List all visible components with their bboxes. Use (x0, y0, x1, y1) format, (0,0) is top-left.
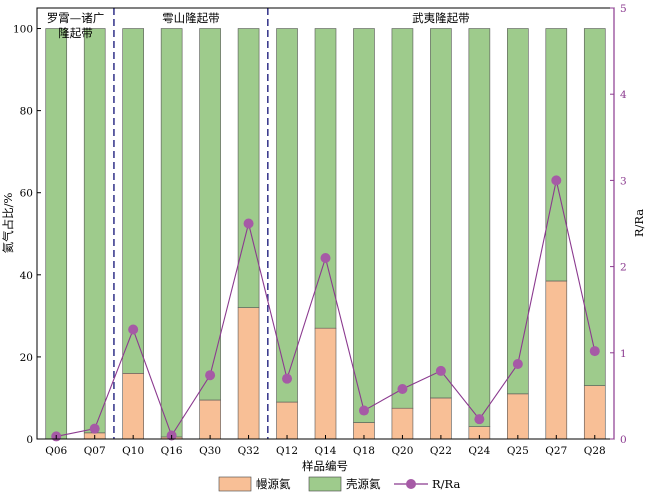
legend: 幔源氦 壳源氦 R/Ra (218, 476, 460, 492)
y-tick-label: 0 (26, 434, 33, 446)
rra-line-group (51, 175, 600, 442)
x-tick-label: Q27 (545, 445, 567, 457)
x-axis-label: 样品编号 (302, 459, 348, 473)
region-label-1-line2: 隆起带 (58, 26, 93, 40)
bar-crust-Q18 (353, 28, 375, 423)
x-axis-ticks: Q06 Q07 Q10 Q16 Q30 Q32 Q12 Q14 Q18 Q20 Q22 Q24 Q25 Q… (45, 435, 606, 457)
bar-crust-Q27 (545, 28, 568, 282)
x-tick-label: Q30 (199, 445, 221, 457)
x-tick-label: Q20 (391, 445, 413, 457)
x-tick-label: Q07 (84, 445, 106, 457)
x-tick-label: Q12 (276, 445, 298, 457)
bar-crust-Q10 (122, 28, 144, 374)
rra-point-Q28 (589, 346, 600, 357)
right-axis-ticks: 0 1 2 3 4 5 (610, 3, 627, 446)
y2-tick-label: 4 (620, 89, 627, 101)
bar-mantle-Q27 (545, 280, 568, 440)
y2-tick-label: 3 (620, 175, 627, 187)
bar-crust-Q20 (391, 28, 414, 409)
bar-crust-Q07 (83, 28, 106, 434)
bar-crust-Q06 (45, 28, 68, 440)
x-tick-label: Q25 (507, 445, 529, 457)
left-axis-ticks: 0 20 40 60 80 100 (13, 24, 41, 446)
x-tick-label: Q16 (161, 445, 183, 457)
legend-marker-rra (406, 479, 416, 489)
rra-point-Q25 (512, 359, 523, 370)
y2-tick-label: 5 (620, 3, 627, 15)
y-tick-label: 20 (20, 352, 33, 364)
x-tick-label: Q22 (430, 445, 452, 457)
rra-point-Q30 (205, 370, 216, 381)
bar-group (45, 28, 606, 440)
x-tick-label: Q24 (468, 445, 490, 457)
y-tick-label: 40 (20, 270, 33, 282)
rra-point-Q12 (282, 373, 293, 384)
legend-swatch-crust (308, 476, 342, 492)
bar-crust-Q28 (583, 28, 606, 386)
bar-crust-Q24 (468, 28, 491, 427)
y2-tick-label: 0 (620, 434, 627, 446)
y-tick-label: 80 (20, 106, 33, 118)
x-tick-label: Q18 (353, 445, 375, 457)
bar-mantle-Q12 (276, 401, 298, 440)
region-dividers (113, 8, 269, 439)
rra-point-Q20 (397, 384, 408, 395)
rra-point-Q22 (435, 365, 446, 376)
x-tick-label: Q28 (584, 445, 606, 457)
y2-tick-label: 1 (620, 348, 627, 360)
bar-mantle-Q10 (122, 373, 144, 440)
y2-axis-label: R/Ra (632, 209, 646, 237)
legend-label-mantle: 幔源氦 (256, 477, 291, 491)
x-tick-label: Q10 (122, 445, 144, 457)
region-label-1: 罗霄—诸广 (47, 11, 105, 25)
x-tick-label: Q14 (315, 445, 337, 457)
y-tick-label: 100 (13, 24, 33, 36)
bar-crust-Q16 (160, 28, 183, 438)
y-axis-label: 氦气占比/% (1, 193, 15, 254)
region-label-2: 雩山隆起带 (162, 11, 220, 25)
bar-mantle-Q32 (237, 307, 260, 440)
bar-mantle-Q22 (430, 397, 452, 440)
rra-point-Q14 (320, 252, 331, 263)
legend-label-crust: 壳源氦 (346, 477, 381, 491)
rra-point-Q10 (128, 324, 139, 335)
bar-crust-Q25 (507, 28, 529, 395)
bar-crust-Q32 (237, 28, 260, 308)
bar-crust-Q14 (314, 28, 337, 329)
region-label-3: 武夷隆起带 (412, 11, 470, 25)
rra-point-Q18 (358, 405, 369, 416)
legend-swatch-mantle (218, 476, 252, 492)
rra-point-Q07 (89, 423, 100, 434)
rra-point-Q24 (474, 414, 485, 425)
bar-mantle-Q30 (199, 399, 221, 440)
x-tick-label: Q32 (238, 445, 260, 457)
bar-mantle-Q14 (314, 327, 337, 440)
y-tick-label: 60 (20, 188, 33, 200)
x-tick-label: Q06 (45, 445, 67, 457)
bar-mantle-Q25 (507, 393, 529, 440)
rra-point-Q32 (243, 218, 254, 229)
legend-label-rra: R/Ra (432, 477, 460, 491)
bar-crust-Q30 (199, 28, 221, 401)
y2-tick-label: 2 (620, 262, 627, 274)
rra-point-Q27 (551, 175, 562, 186)
bar-mantle-Q20 (391, 407, 414, 440)
bar-crust-Q12 (276, 28, 298, 403)
bar-mantle-Q28 (583, 385, 606, 440)
bar-crust-Q22 (430, 28, 452, 399)
